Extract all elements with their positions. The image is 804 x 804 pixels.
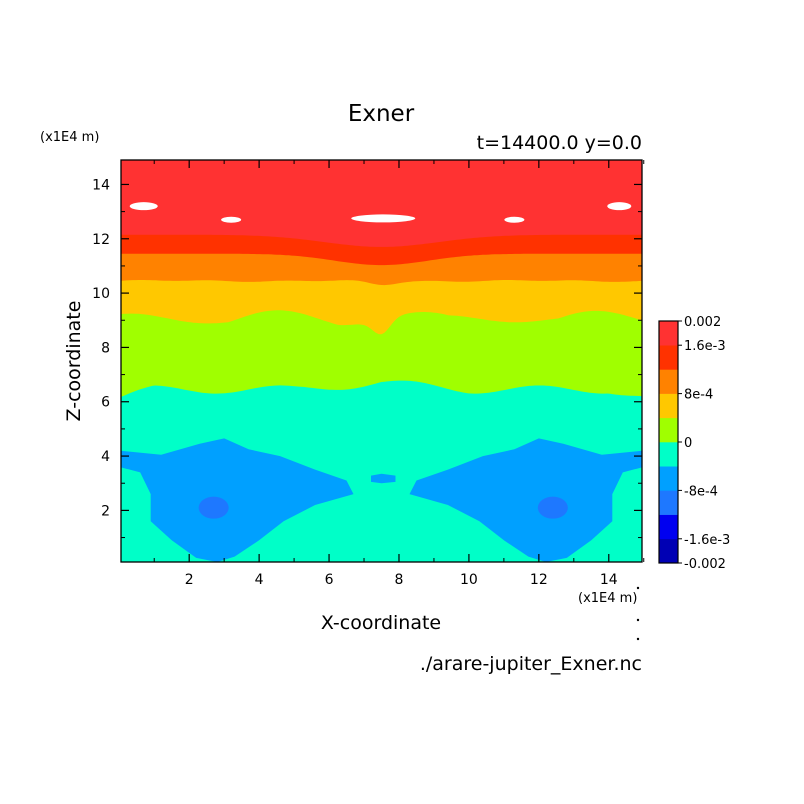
- contour-core: [537, 496, 568, 519]
- y-tick-label: 6: [101, 395, 110, 411]
- y-tick-label: 2: [101, 503, 110, 519]
- y-tick-label: 8: [101, 340, 110, 356]
- colorbar-label: 0.002: [684, 315, 721, 330]
- x-tick-label: 14: [600, 572, 618, 588]
- y-tick-label: 12: [92, 232, 110, 248]
- colorbar-swatch: [659, 369, 678, 394]
- undefined-region: [607, 202, 632, 211]
- colorbar-label: -8e-4: [684, 484, 718, 499]
- x-tick-label: 6: [325, 572, 334, 588]
- x-tick-label: 4: [255, 572, 264, 588]
- y-tick-label: 10: [92, 286, 110, 302]
- decorative-dots: [636, 586, 640, 641]
- contour-core: [198, 496, 229, 519]
- colorbar-swatch: [659, 538, 678, 564]
- plot-frame: [120, 159, 643, 563]
- y-axis-ticks: 2 4 6 8 10 12 14: [92, 177, 642, 539]
- colorbar: 0.002 1.6e-3 8e-4 0 -8e-4 -1.6e-3 -0.002: [658, 315, 730, 572]
- colorbar-label: -0.002: [684, 557, 726, 572]
- chart-subtitle: t=14400.0 y=0.0: [477, 132, 642, 154]
- colorbar-swatch: [659, 466, 678, 491]
- contour-region: [371, 473, 396, 484]
- x-tick-label: 8: [395, 572, 404, 588]
- colorbar-swatch: [659, 417, 678, 443]
- colorbar-label: 8e-4: [684, 388, 713, 403]
- colorbar-swatch: [659, 393, 678, 419]
- colorbar-swatch: [659, 514, 678, 540]
- y-tick-label: 14: [92, 177, 110, 193]
- x-tick-label: 12: [530, 572, 548, 588]
- colorbar-swatch: [659, 490, 678, 515]
- contour-layers: [121, 160, 642, 562]
- x-axis-label: X-coordinate: [321, 612, 441, 634]
- colorbar-label: 0: [684, 436, 692, 451]
- contour-region: [121, 438, 354, 562]
- source-file-label: ./arare-jupiter_Exner.nc: [420, 653, 642, 675]
- contour-plot: [121, 160, 642, 562]
- colorbar-swatch: [659, 321, 678, 346]
- x-tick-label: 2: [185, 572, 194, 588]
- undefined-region: [221, 216, 242, 223]
- colorbar-label: -1.6e-3: [684, 533, 730, 548]
- undefined-region: [504, 216, 525, 223]
- x-axis-ticks: 2 4 6 8 10 12 14: [153, 160, 645, 588]
- chart-title: Exner: [348, 101, 415, 127]
- x-tick-label: 10: [460, 572, 478, 588]
- undefined-region: [351, 214, 416, 223]
- x-unit-label: (x1E4 m): [578, 591, 637, 606]
- contour-region: [409, 438, 642, 562]
- colorbar-swatch: [659, 345, 678, 370]
- undefined-region: [129, 202, 158, 211]
- contour-band: [121, 160, 642, 247]
- colorbar-swatch: [659, 442, 678, 467]
- y-unit-label: (x1E4 m): [40, 130, 99, 145]
- colorbar-label: 1.6e-3: [684, 339, 726, 354]
- y-tick-label: 4: [101, 449, 110, 465]
- y-axis-label: Z-coordinate: [63, 301, 85, 422]
